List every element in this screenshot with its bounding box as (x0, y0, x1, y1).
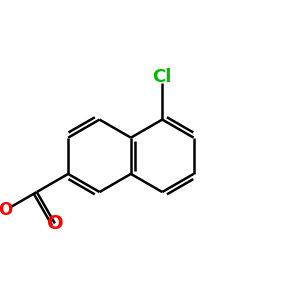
Text: O: O (0, 201, 13, 219)
Text: O: O (46, 214, 63, 233)
Text: Cl: Cl (153, 68, 172, 86)
